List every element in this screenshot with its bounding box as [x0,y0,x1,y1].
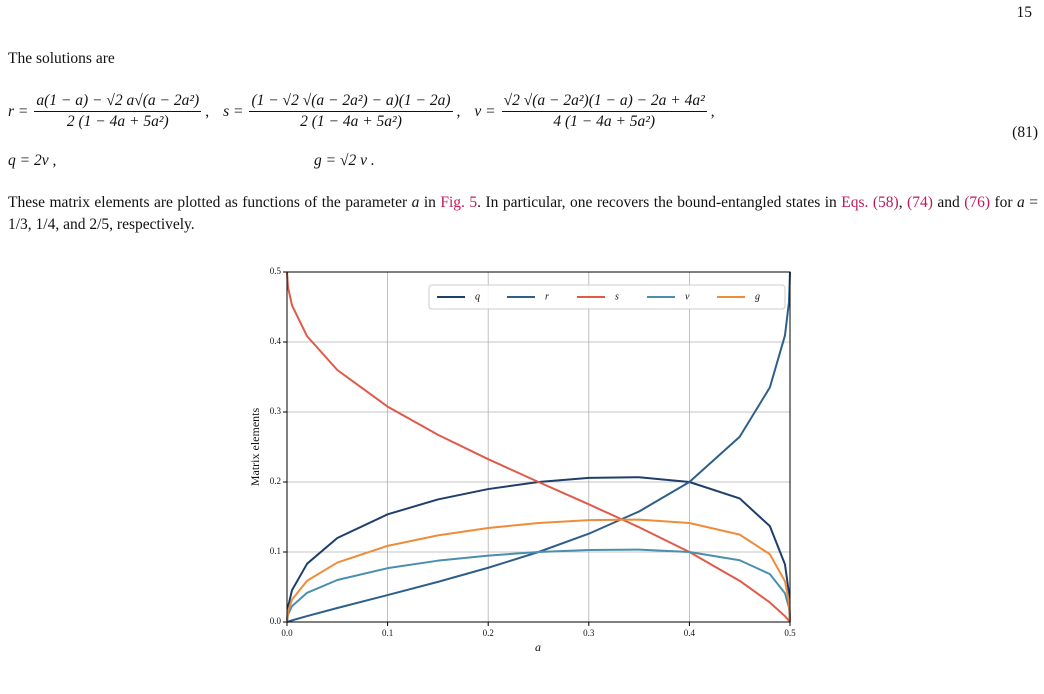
text: and [932,194,965,211]
separator: , [710,102,715,120]
paragraph: These matrix elements are plotted as fun… [8,192,1038,236]
numerator: a(1 − a) − √2 a√(a − 2a²) [34,92,202,112]
plot-frame [286,271,791,623]
figure-link[interactable]: Fig. 5 [440,194,478,211]
series-line [286,518,791,623]
legend-label: g [755,291,760,302]
eq-lhs: r = [8,102,29,120]
x-tick-label: 0.1 [382,628,393,638]
text: These matrix elements are plotted as fun… [8,194,412,211]
text: , [898,194,908,211]
equation-number: (81) [1012,124,1038,141]
y-axis-label: Matrix elements [248,408,262,487]
y-tick-label: 0.1 [270,546,281,556]
x-axis-label: a [535,640,541,654]
equation-link[interactable]: (74) [907,194,933,211]
eq-lhs: v = [474,102,496,120]
separator: , [456,102,461,120]
x-tick-label: 0.0 [281,628,293,638]
chart: a Matrix elements 0.0 0.1 0.2 0.3 0.4 0.5 0.0 0… [248,266,796,654]
text: = 1/3, 1/4, and 2/5, respectively. [8,194,1038,233]
page-number: 15 [1016,4,1033,21]
denominator: 2 (1 − 4a + 5a²) [300,113,402,130]
equation: r = a(1 − a) − √2 a√(a − 2a²) 2 (1 − 4a + … [8,92,1038,172]
fraction: v = √2 √(a − 2a²)(1 − a) − 2a + 4a² 4 (1 −… [474,92,714,131]
numerator: √2 √(a − 2a²)(1 − a) − 2a + 4a² [501,92,707,112]
denominator: 4 (1 − 4a + 5a²) [553,113,656,130]
numerator: (1 − √2 √(a − 2a²) − a)(1 − 2a) [249,92,453,112]
equation-link[interactable]: Eqs. (58) [841,194,899,211]
x-tick-label: 0.5 [784,628,796,638]
x-tick-label: 0.3 [583,628,595,638]
series-line [286,271,791,623]
equation-link[interactable]: (76) [964,194,991,211]
legend-label: s [615,291,619,302]
text: in [419,194,441,211]
y-tick-label: 0.5 [270,266,282,276]
x-tick-label: 0.2 [483,628,494,638]
fraction-row: r = a(1 − a) − √2 a√(a − 2a²) 2 (1 − 4a + … [8,92,729,131]
eq-lhs: s = [223,102,244,120]
series-line [286,271,791,623]
legend-box [428,284,786,310]
legend-label: q [475,291,480,302]
fraction: r = a(1 − a) − √2 a√(a − 2a²) 2 (1 − 4a + … [8,92,209,131]
y-tick-label: 0.0 [270,616,282,626]
text: for [990,194,1018,211]
x-tick-label: 0.4 [684,628,696,638]
separator: , [205,102,210,120]
legend-label: r [545,291,549,302]
legend-label: v [685,291,690,302]
y-tick-label: 0.3 [270,406,282,416]
eq-line: q = 2v , [8,152,57,169]
math: a [411,194,420,211]
text: . In particular, one recovers the bound-… [477,194,842,211]
intro-text: The solutions are [8,50,115,67]
series-line [286,476,791,623]
denominator: 2 (1 − 4a + 5a²) [66,113,169,130]
math: a [1017,194,1025,211]
y-tick-label: 0.4 [270,336,282,346]
y-tick-label: 0.2 [270,476,281,486]
eq-line: g = √2 v . [314,152,375,169]
fraction: s = (1 − √2 √(a − 2a²) − a)(1 − 2a) 2 (1 −… [223,92,460,131]
series-line [286,548,791,623]
